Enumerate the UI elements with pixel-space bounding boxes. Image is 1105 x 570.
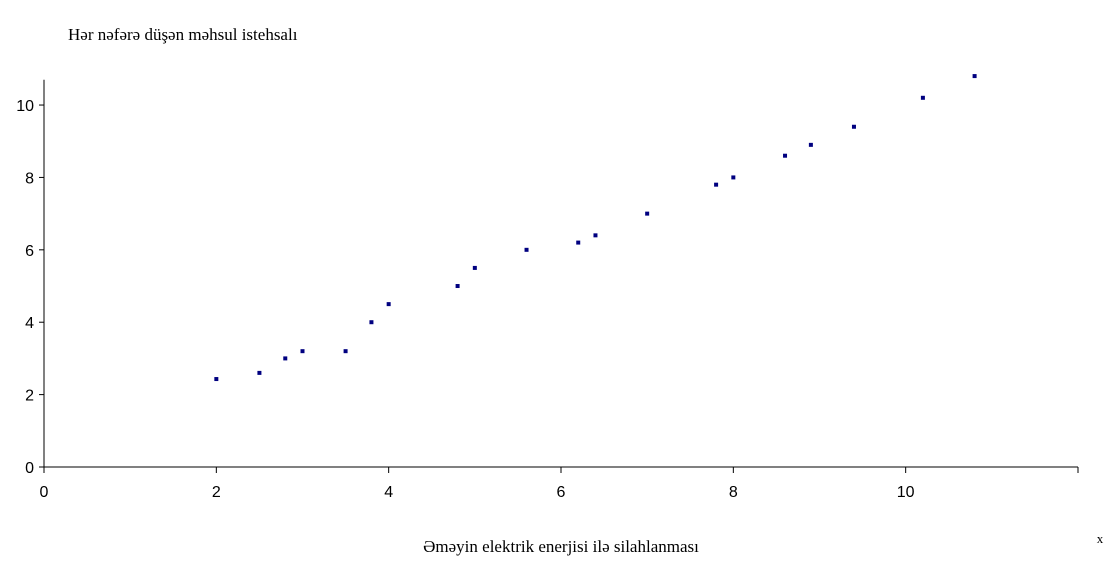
point xyxy=(283,356,288,361)
point xyxy=(645,211,650,216)
point xyxy=(455,284,460,289)
x-tick-label: 2 xyxy=(212,484,221,501)
x-axis-mark: x xyxy=(1097,531,1104,546)
point xyxy=(808,142,813,147)
point xyxy=(214,377,219,382)
x-tick-label: 8 xyxy=(729,484,738,501)
point xyxy=(576,240,581,245)
point xyxy=(593,233,598,238)
y-axis-label: Hər nəfərə düşən məhsul istehsalı xyxy=(68,25,298,44)
y-tick-label: 10 xyxy=(16,98,34,115)
x-axis-label: Əməyin elektrik enerjisi ilə silahlanmas… xyxy=(423,537,699,556)
point xyxy=(920,95,925,100)
point xyxy=(731,175,736,180)
point xyxy=(783,153,788,158)
point xyxy=(972,74,977,79)
x-tick-label: 0 xyxy=(40,484,49,501)
point xyxy=(472,265,477,270)
y-tick-label: 8 xyxy=(25,170,34,187)
y-tick-label: 0 xyxy=(25,460,34,477)
point xyxy=(524,247,529,252)
point xyxy=(300,349,305,354)
point xyxy=(714,182,719,187)
x-tick-label: 6 xyxy=(557,484,566,501)
x-tick-label: 10 xyxy=(897,484,915,501)
y-tick-label: 4 xyxy=(25,315,34,332)
point xyxy=(369,320,374,325)
y-tick-label: 6 xyxy=(25,243,34,260)
point xyxy=(257,370,262,375)
point xyxy=(386,302,391,307)
y-tick-label: 2 xyxy=(25,388,34,405)
x-tick-label: 4 xyxy=(384,484,393,501)
point xyxy=(343,349,348,354)
point xyxy=(851,124,856,129)
